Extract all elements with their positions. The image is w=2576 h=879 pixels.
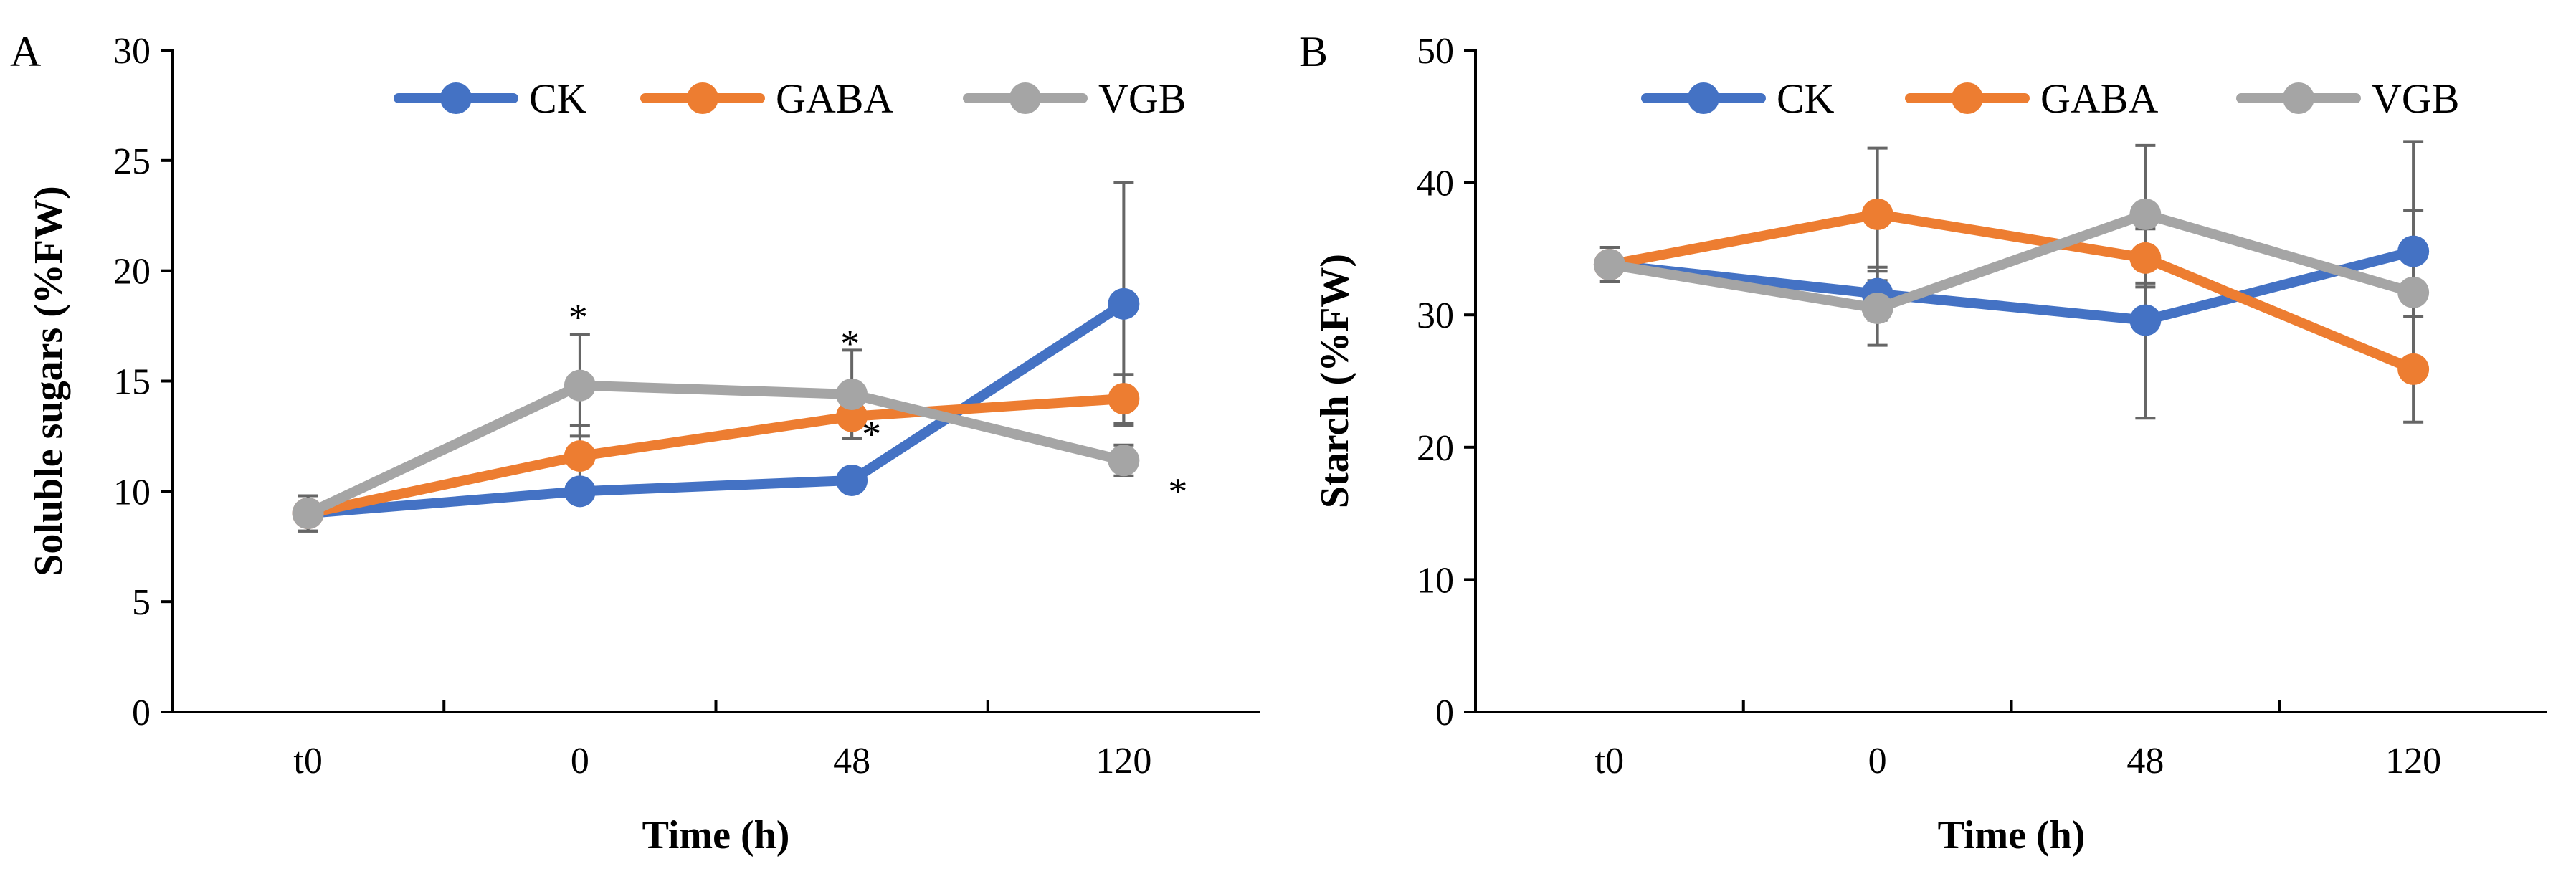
y-tick-label: 20 <box>1417 428 1454 469</box>
legend-marker-gaba <box>1952 82 1983 114</box>
data-point-gaba <box>564 440 596 472</box>
data-point-vgb <box>292 498 324 530</box>
panel-a: A 0 5 10 15 20 25 30 t0 0 48 120 Time (h) Soluble sug… <box>10 28 1260 857</box>
series-line-vgb <box>303 380 1129 519</box>
y-axis-title: Soluble sugars (%FW) <box>27 186 71 576</box>
y-tick-label: 0 <box>1435 693 1454 733</box>
x-tick-label: t0 <box>1595 741 1624 781</box>
series-line-vgb <box>1604 209 2419 313</box>
data-point-gaba <box>1108 383 1140 415</box>
data-point-vgb <box>836 378 868 410</box>
x-tick-label: t0 <box>293 741 322 781</box>
x-axis-title: Time (h) <box>642 813 790 857</box>
y-tick-label: 0 <box>132 693 151 733</box>
series-line-ck <box>1604 246 2419 326</box>
x-tick-label: 48 <box>2126 741 2164 781</box>
legend-marker-gaba <box>687 82 718 114</box>
data-point-vgb <box>564 369 596 402</box>
panel-letter: B <box>1299 28 1328 75</box>
data-point-gaba <box>2397 353 2430 385</box>
panel-letter: A <box>10 28 41 75</box>
significance-marker: * <box>862 412 881 455</box>
y-tick-label: 50 <box>1417 31 1454 72</box>
legend-marker-vgb <box>2283 82 2314 114</box>
legend-marker-ck <box>440 82 472 114</box>
data-point-ck <box>1108 288 1140 320</box>
series-line-gaba <box>1604 209 2419 374</box>
y-tick-label: 10 <box>113 472 151 513</box>
significance-marker: * <box>569 295 588 338</box>
y-tick-label: 40 <box>1417 163 1454 204</box>
data-point-ck <box>836 464 868 496</box>
data-point-vgb <box>1861 292 1893 324</box>
legend-label-vgb: VGB <box>2372 75 2459 122</box>
legend-marker-vgb <box>1009 82 1041 114</box>
x-tick-label: 120 <box>1095 741 1151 781</box>
significance-marker: * <box>1168 470 1187 513</box>
y-tick-label: 15 <box>113 362 151 403</box>
y-tick-label: 25 <box>113 141 151 182</box>
x-tick-label: 0 <box>571 741 589 781</box>
data-point-vgb <box>1593 249 1625 281</box>
y-tick-label: 30 <box>113 31 151 72</box>
data-point-ck <box>564 475 596 508</box>
legend-label-ck: CK <box>529 75 587 122</box>
data-point-vgb <box>2397 276 2430 308</box>
y-tick-label: 10 <box>1417 560 1454 601</box>
panel-b: B 0 10 20 30 40 50 t0 0 48 120 Time (h) Starch (%FW)… <box>1299 28 2547 857</box>
data-point-gaba <box>836 400 868 432</box>
data-point-ck <box>2397 235 2430 267</box>
y-axis-title: Starch (%FW) <box>1313 254 1357 508</box>
x-axis-title: Time (h) <box>1938 813 2086 857</box>
x-tick-label: 120 <box>2385 741 2441 781</box>
x-tick-label: 0 <box>1868 741 1887 781</box>
y-tick-label: 30 <box>1417 295 1454 336</box>
y-tick-label: 20 <box>113 252 151 293</box>
data-point-gaba <box>2129 242 2162 274</box>
data-point-ck <box>2129 304 2162 336</box>
legend-marker-ck <box>1688 82 1719 114</box>
series-line-ck <box>303 298 1129 519</box>
legend-label-ck: CK <box>1777 75 1835 122</box>
significance-marker: * <box>840 322 860 365</box>
data-point-vgb <box>2129 198 2162 230</box>
y-tick-label: 5 <box>132 582 151 623</box>
legend-label-gaba: GABA <box>776 75 893 122</box>
legend-label-gaba: GABA <box>2040 75 2158 122</box>
legend-label-vgb: VGB <box>1098 75 1186 122</box>
data-point-gaba <box>1861 198 1893 230</box>
series-line-gaba <box>303 394 1129 519</box>
data-point-vgb <box>1108 445 1140 477</box>
x-tick-label: 48 <box>833 741 870 781</box>
